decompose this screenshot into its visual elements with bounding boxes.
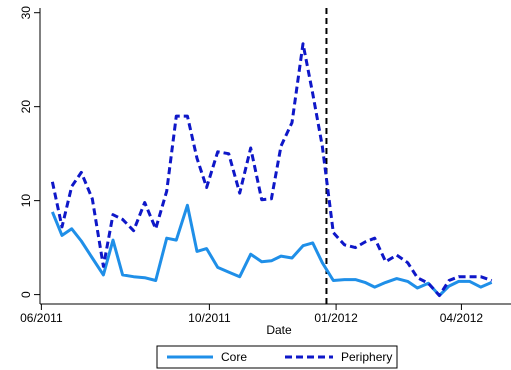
y-axis: 0 10 20 30 [19, 6, 41, 304]
x-tick-label: 04/2012 [440, 311, 484, 325]
series-line-periphery [50, 42, 493, 297]
y-tick-label: 30 [19, 6, 33, 20]
legend-box [156, 345, 398, 369]
x-ticks: 06/2011 10/2011 01/2012 04/2012 [20, 304, 483, 325]
x-tick-label: 01/2012 [314, 311, 358, 325]
y-tick-label: 10 [19, 194, 33, 208]
x-tick-label: 10/2011 [188, 311, 231, 325]
x-axis: 06/2011 10/2011 01/2012 04/2012 Date [20, 303, 511, 337]
y-tick-label: 0 [19, 291, 33, 298]
series-layer [50, 42, 493, 297]
legend: Core Periphery [156, 345, 398, 369]
x-axis-title: Date [266, 323, 292, 337]
y-tick-label: 20 [19, 100, 33, 114]
legend-label-core: Core [221, 350, 247, 364]
series-line-core [51, 203, 493, 297]
legend-label-periphery: Periphery [341, 350, 392, 364]
y-ticks: 0 10 20 30 [19, 6, 40, 298]
x-tick-label: 06/2011 [20, 311, 63, 325]
